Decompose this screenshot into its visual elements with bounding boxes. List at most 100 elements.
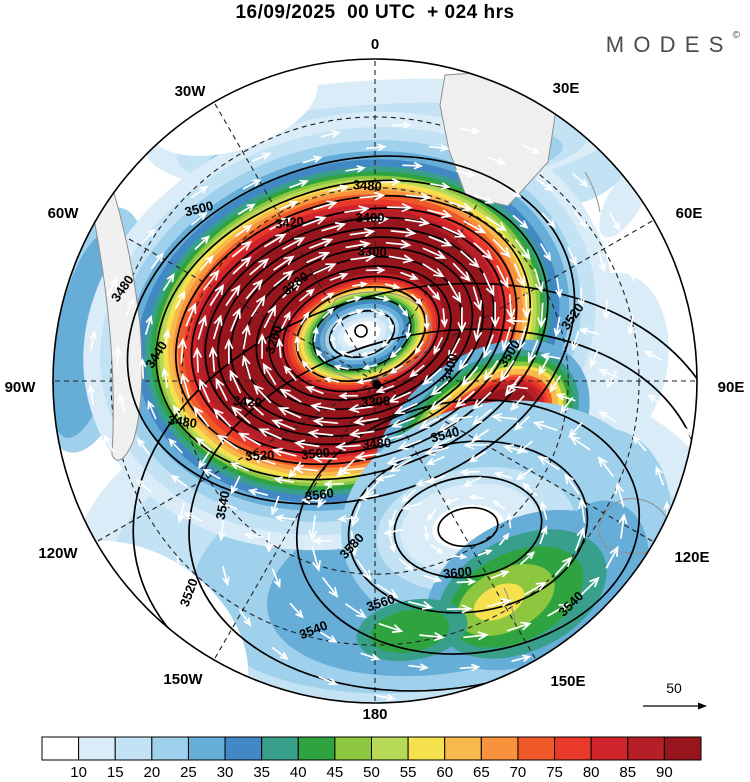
longitude-label: 60E [676, 205, 703, 222]
longitude-label: 0 [371, 36, 379, 53]
wind-arrow [540, 352, 561, 360]
wind-arrow [408, 663, 429, 671]
wind-arrow [390, 228, 417, 237]
wind-arrows [87, 121, 697, 733]
wind-arrow [629, 261, 637, 283]
wind-arrow [468, 451, 487, 463]
geopotential-contour [174, 194, 532, 466]
wind-arrow [307, 429, 334, 438]
colorbar-tick-label: 15 [107, 764, 124, 781]
geopotential-contour [295, 399, 641, 655]
colorbar-tick-label: 10 [70, 764, 87, 781]
wind-arrow [231, 405, 251, 424]
wind-arrow [443, 497, 459, 505]
wind-arrow [197, 314, 207, 340]
colorbar-tick-label: 85 [619, 764, 636, 781]
wind-arrow [317, 485, 331, 509]
contour-label: 3420 [232, 393, 262, 410]
wind-arrow [293, 439, 320, 449]
wind-arrow [141, 228, 156, 244]
wind-arrow [302, 216, 327, 227]
wind-arrow [375, 295, 391, 302]
wind-arrow [365, 266, 386, 274]
wind-arrow [363, 215, 390, 224]
contour-label: 3400 [356, 210, 385, 225]
wind-arrow [177, 503, 185, 524]
wind-arrow [283, 365, 297, 381]
wind-arrow [493, 471, 513, 479]
wind-arrow [388, 254, 415, 264]
wind-arrow [147, 399, 157, 420]
wind-arrow [362, 363, 378, 370]
wind-arrow [440, 308, 448, 329]
geopotential-contour [393, 475, 543, 579]
wind-arrow [195, 437, 212, 452]
wind-arrow [322, 577, 339, 598]
wind-arrow [402, 162, 424, 170]
wind-arrow [430, 379, 451, 396]
wind-arrow [180, 372, 190, 398]
geopotential-contour [126, 155, 576, 505]
wind-arrow [513, 263, 525, 288]
wind-arrow [503, 186, 522, 198]
wind-arrow [199, 254, 214, 271]
wind-arrow [397, 439, 422, 450]
wind-arrow [634, 575, 648, 593]
colorbar-segment [480, 736, 519, 761]
wind-arrow [521, 144, 541, 154]
wind-arrow [241, 354, 252, 380]
wind-arrow [350, 502, 361, 528]
wind-arrow [265, 532, 273, 554]
wind-arrow [422, 367, 442, 386]
wind-arrow [294, 335, 301, 352]
wind-arrow [499, 532, 510, 546]
wind-arrow [684, 634, 697, 650]
wind-arrow [252, 152, 272, 162]
wind-arrow [537, 302, 547, 329]
wind-arrow [496, 265, 509, 289]
wind-arrow [442, 226, 467, 238]
wind-arrow [381, 335, 392, 349]
colorbar-segment [41, 736, 80, 761]
contour-label: 3500 [183, 198, 215, 220]
wind-arrow [208, 346, 218, 372]
colorbar-tick-label: 55 [400, 764, 417, 781]
wind-arrow [405, 192, 432, 202]
wind-arrow [507, 383, 528, 391]
wind-arrow [618, 513, 628, 539]
wind-arrow [390, 417, 415, 428]
longitude-label: 180 [362, 706, 387, 723]
wind-arrow [447, 280, 462, 304]
wind-arrow [428, 235, 453, 247]
contour-label: 3300 [357, 243, 387, 259]
south-pole-marker [372, 380, 382, 390]
wind-arrow [393, 402, 418, 415]
wind-arrow [279, 388, 302, 403]
wind-arrow [486, 727, 504, 733]
wind-arrow [609, 213, 621, 232]
wind-arrow [276, 337, 284, 358]
wind-arrow [377, 434, 403, 444]
wind-arrow [388, 534, 396, 554]
wind-arrow [486, 156, 507, 165]
wind-arrow [322, 307, 335, 319]
wind-arrow [269, 217, 293, 231]
wind-arrow [202, 468, 221, 480]
colorbar-segment [114, 736, 153, 761]
wind-arrow [352, 281, 368, 288]
wind-arrow [490, 301, 500, 328]
wind-arrow [378, 623, 404, 633]
wind-arrow [696, 383, 697, 399]
wind-arrow [230, 475, 241, 495]
wind-arrow [150, 252, 164, 269]
wind-arrow [353, 416, 379, 426]
wind-arrow [540, 500, 548, 520]
wind-arrow [418, 416, 442, 429]
wind-arrow [329, 333, 337, 349]
wind-arrow [515, 467, 533, 481]
wind-arrow [459, 468, 480, 476]
wind-arrow [468, 494, 485, 501]
wind-arrow [426, 508, 437, 522]
wind-arrow [344, 205, 370, 215]
wind-arrow [306, 251, 331, 264]
